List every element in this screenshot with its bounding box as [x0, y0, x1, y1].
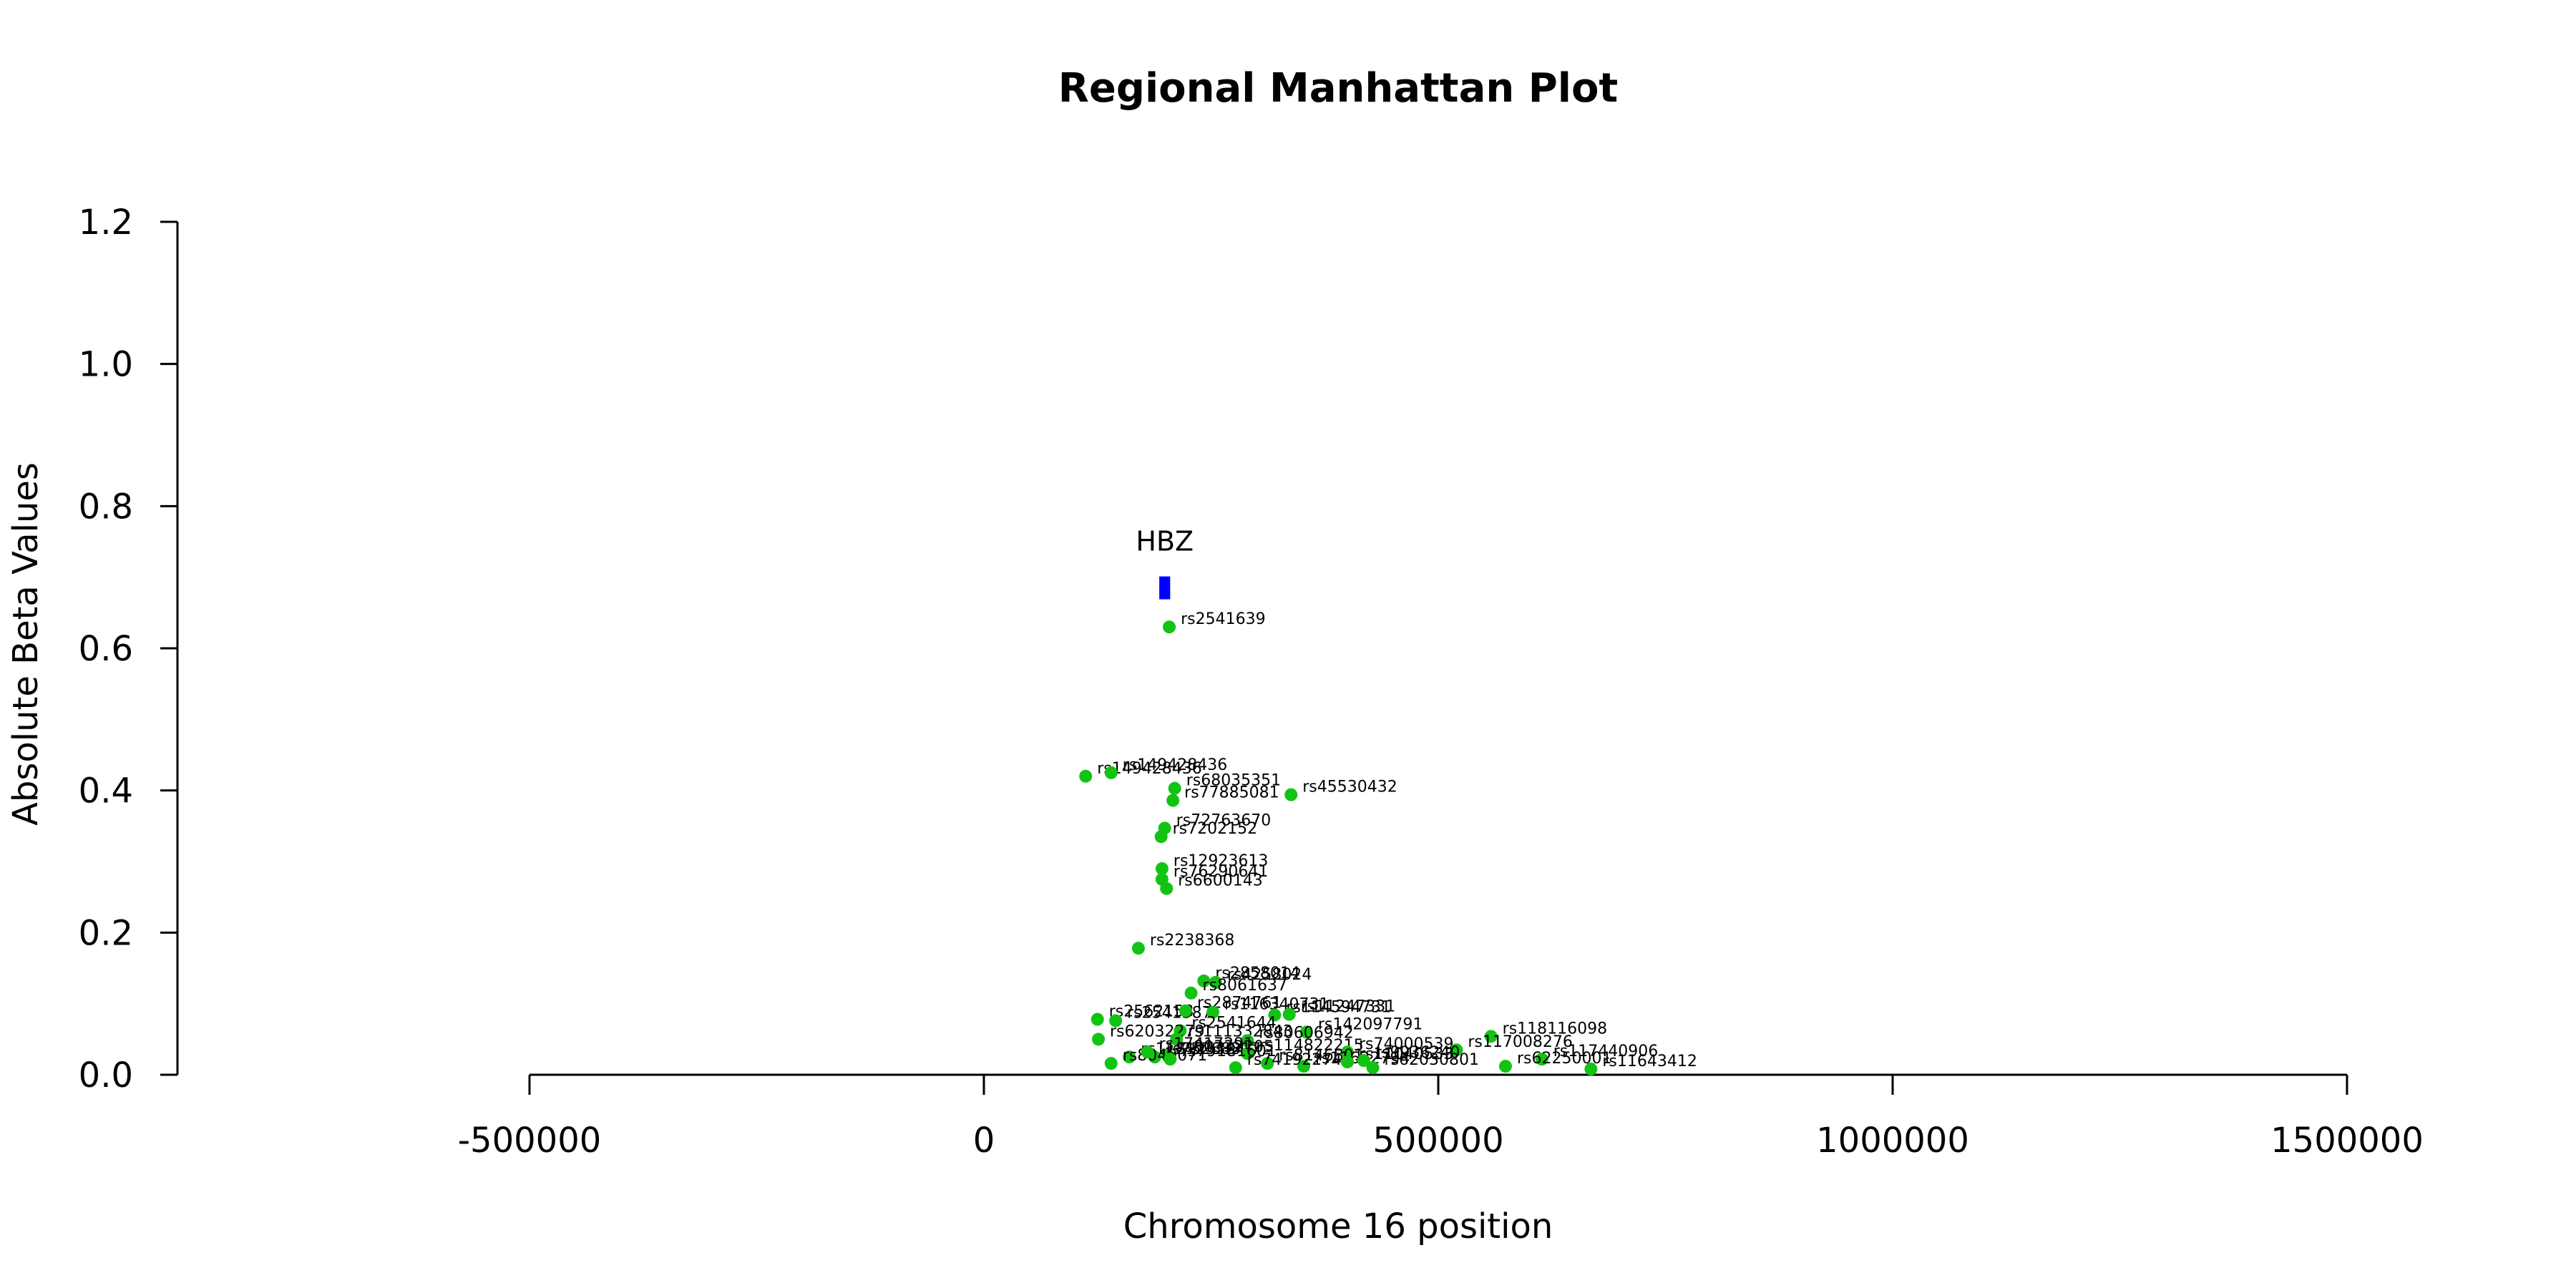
- snp-point: [1197, 974, 1211, 987]
- snp-point: [1131, 942, 1145, 955]
- snp-label: rs2541639: [1181, 610, 1266, 628]
- snp-label: rs2858014: [1215, 965, 1300, 982]
- snp-label: rs4258024: [1227, 966, 1312, 984]
- gene-label: HBZ: [1136, 526, 1194, 557]
- snp-label: rs117440906: [1553, 1043, 1658, 1060]
- snp-point: [1498, 1060, 1512, 1073]
- snp-point: [1166, 794, 1180, 807]
- snp-point: [1141, 1045, 1154, 1059]
- y-axis-label: Absolute Beta Values: [6, 462, 46, 826]
- snp-points: rs2541639rs149428436rs149428436rs6803535…: [1079, 610, 1697, 1076]
- snp-point: [1179, 1004, 1192, 1018]
- snp-point: [1092, 1033, 1106, 1046]
- y-tick-label: 0.4: [79, 771, 133, 811]
- snp-point: [1184, 986, 1198, 1000]
- x-tick-label: 0: [973, 1121, 995, 1161]
- snp-label: rs68035351: [1186, 772, 1281, 790]
- snp-point: [1160, 882, 1174, 895]
- snp-label: rs62030801: [1385, 1051, 1479, 1069]
- snp-point: [1079, 769, 1093, 783]
- snp-point: [1163, 1053, 1177, 1066]
- snp-point: [1450, 1043, 1463, 1057]
- snp-label: rs118116098: [1503, 1020, 1607, 1038]
- gene-layer: HBZ: [1136, 526, 1194, 600]
- snp-point: [1241, 1034, 1254, 1048]
- snp-point: [1357, 1054, 1370, 1068]
- snp-label: rs117008276: [1468, 1033, 1572, 1051]
- snp-point: [1268, 1008, 1282, 1022]
- y-tick-label: 0.6: [79, 629, 133, 669]
- snp-point: [1284, 788, 1298, 801]
- snp-label: rs11040533: [1359, 1045, 1453, 1063]
- snp-label: rs11247331: [1301, 998, 1395, 1016]
- y-tick-label: 0.0: [79, 1055, 133, 1096]
- snp-label: rs79181601: [1181, 1043, 1276, 1060]
- snp-point: [1154, 830, 1168, 844]
- snp-label: rs2541644: [1191, 1014, 1277, 1032]
- snp-point: [1297, 1060, 1311, 1073]
- snp-label: rs2238368: [1150, 932, 1235, 950]
- snp-point: [1584, 1063, 1598, 1076]
- y-tick-label: 1.2: [79, 203, 133, 243]
- snp-label: rs74000539: [1359, 1035, 1453, 1053]
- snp-label: rs76290641: [1174, 863, 1268, 881]
- y-tick-label: 0.8: [79, 487, 133, 527]
- snp-label: rs74192274: [1247, 1051, 1342, 1069]
- y-ticks: 0.0 0.2 0.4 0.6 0.8 1.0 1.2: [79, 203, 177, 1096]
- snp-label: rs12923613: [1174, 852, 1268, 870]
- snp-label: rs11643412: [1602, 1053, 1697, 1070]
- snp-point: [1535, 1053, 1548, 1066]
- snp-label: rs7202152: [1173, 820, 1258, 838]
- x-ticks: -500000 0 500000 1000000 1500000: [458, 1075, 2424, 1161]
- snp-point: [1341, 1045, 1354, 1059]
- snp-point: [1261, 1057, 1274, 1070]
- x-tick-label: -500000: [458, 1121, 602, 1161]
- snp-point: [1484, 1030, 1498, 1043]
- snp-label: rs62032279: [1110, 1023, 1204, 1040]
- snp-point: [1123, 1050, 1136, 1064]
- snp-point: [1104, 1057, 1118, 1070]
- snp-label: rs62250001: [1517, 1050, 1611, 1068]
- snp-point: [1109, 1014, 1123, 1028]
- x-tick-label: 1000000: [1816, 1121, 1969, 1161]
- snp-label: rs6600143: [1178, 872, 1263, 890]
- snp-point: [1282, 1008, 1296, 1021]
- snp-label: rs17417291: [1159, 1035, 1254, 1053]
- snp-point: [1209, 975, 1222, 989]
- snp-point: [1299, 1025, 1313, 1039]
- snp-label: rs149428436: [1123, 756, 1227, 774]
- x-axis-label: Chromosome 16 position: [1123, 1206, 1553, 1246]
- y-axis: 0.0 0.2 0.4 0.6 0.8 1.0 1.2: [79, 203, 179, 1096]
- snp-point: [1163, 620, 1176, 634]
- snp-label: rs142097791: [1318, 1015, 1423, 1033]
- snp-point: [1229, 1061, 1242, 1075]
- snp-point: [1206, 1005, 1220, 1019]
- snp-label: rs45530432: [1302, 779, 1397, 796]
- chart-title: Regional Manhattan Plot: [1058, 65, 1618, 112]
- snp-point: [1341, 1055, 1354, 1069]
- snp-point: [1170, 1033, 1184, 1046]
- x-axis: -500000 0 500000 1000000 1500000: [458, 1073, 2424, 1161]
- snp-label: rs80606942: [1259, 1024, 1353, 1042]
- snp-label: rs111332843: [1188, 1023, 1292, 1040]
- y-tick-label: 1.0: [79, 345, 133, 385]
- snp-point: [1155, 862, 1169, 875]
- snp-label: rs72763670: [1176, 811, 1271, 829]
- snp-point: [1104, 766, 1118, 779]
- x-tick-label: 1500000: [2270, 1121, 2424, 1161]
- snp-point: [1366, 1061, 1380, 1075]
- snp-label: rs80332205: [1179, 1038, 1274, 1056]
- snp-label: rs8061637: [1203, 977, 1288, 995]
- snp-point: [1241, 1047, 1254, 1060]
- x-tick-label: 500000: [1372, 1121, 1503, 1161]
- gene-hbz-bar: [1159, 576, 1171, 600]
- snp-label: rs2541587: [1127, 1005, 1212, 1023]
- snp-point: [1091, 1013, 1104, 1026]
- snp-label: rs114594731: [1286, 999, 1390, 1017]
- snp-label: rs9936240: [1375, 1044, 1460, 1062]
- snp-point: [1168, 781, 1181, 795]
- y-tick-label: 0.2: [79, 913, 133, 953]
- snp-label: rs77885081: [1184, 784, 1279, 802]
